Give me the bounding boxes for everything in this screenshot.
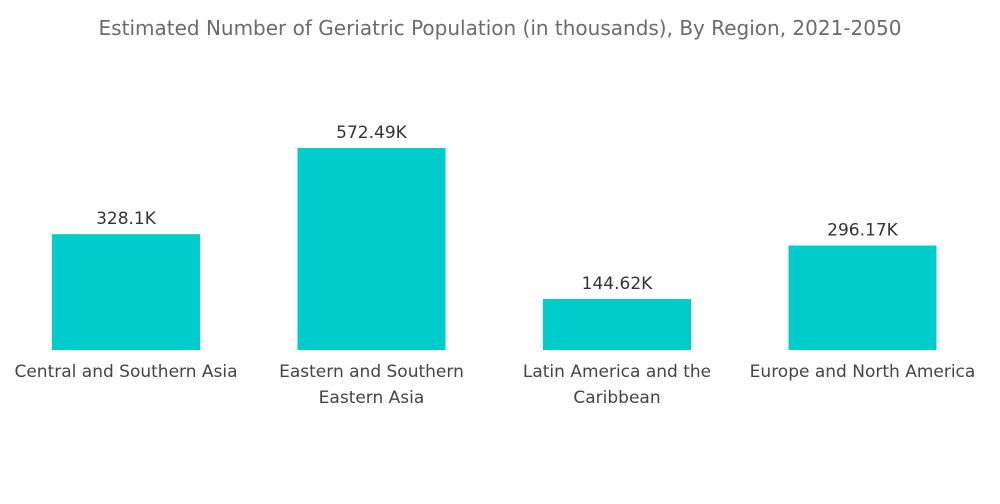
data-label: 144.62K [582, 274, 653, 294]
category-labels-layer: Central and Southern Asia Eastern and Sou… [14, 362, 975, 408]
category-label: Eastern and Southern Eastern Asia [279, 362, 464, 408]
data-label: 296.17K [827, 221, 898, 241]
category-label-line: Caribbean [573, 388, 660, 408]
category-label-line: Latin America and the [523, 362, 711, 382]
category-label-line: Eastern Asia [319, 388, 425, 408]
data-labels-layer: 328.1K 572.49K 144.62K 296.17K [96, 123, 899, 294]
category-label-line: Eastern and Southern [279, 362, 464, 382]
data-label: 572.49K [336, 123, 407, 143]
bars-layer [52, 148, 937, 350]
category-label: Latin America and the Caribbean [523, 362, 711, 408]
bar [52, 234, 200, 350]
category-label: Central and Southern Asia [14, 362, 237, 382]
data-label: 328.1K [96, 209, 157, 229]
category-label-line: Central and Southern Asia [14, 362, 237, 382]
bar [297, 148, 446, 350]
bar [788, 245, 937, 350]
chart-title: Estimated Number of Geriatric Population… [98, 16, 902, 40]
category-label: Europe and North America [750, 362, 976, 382]
category-label-line: Europe and North America [750, 362, 976, 382]
bar [543, 299, 691, 350]
